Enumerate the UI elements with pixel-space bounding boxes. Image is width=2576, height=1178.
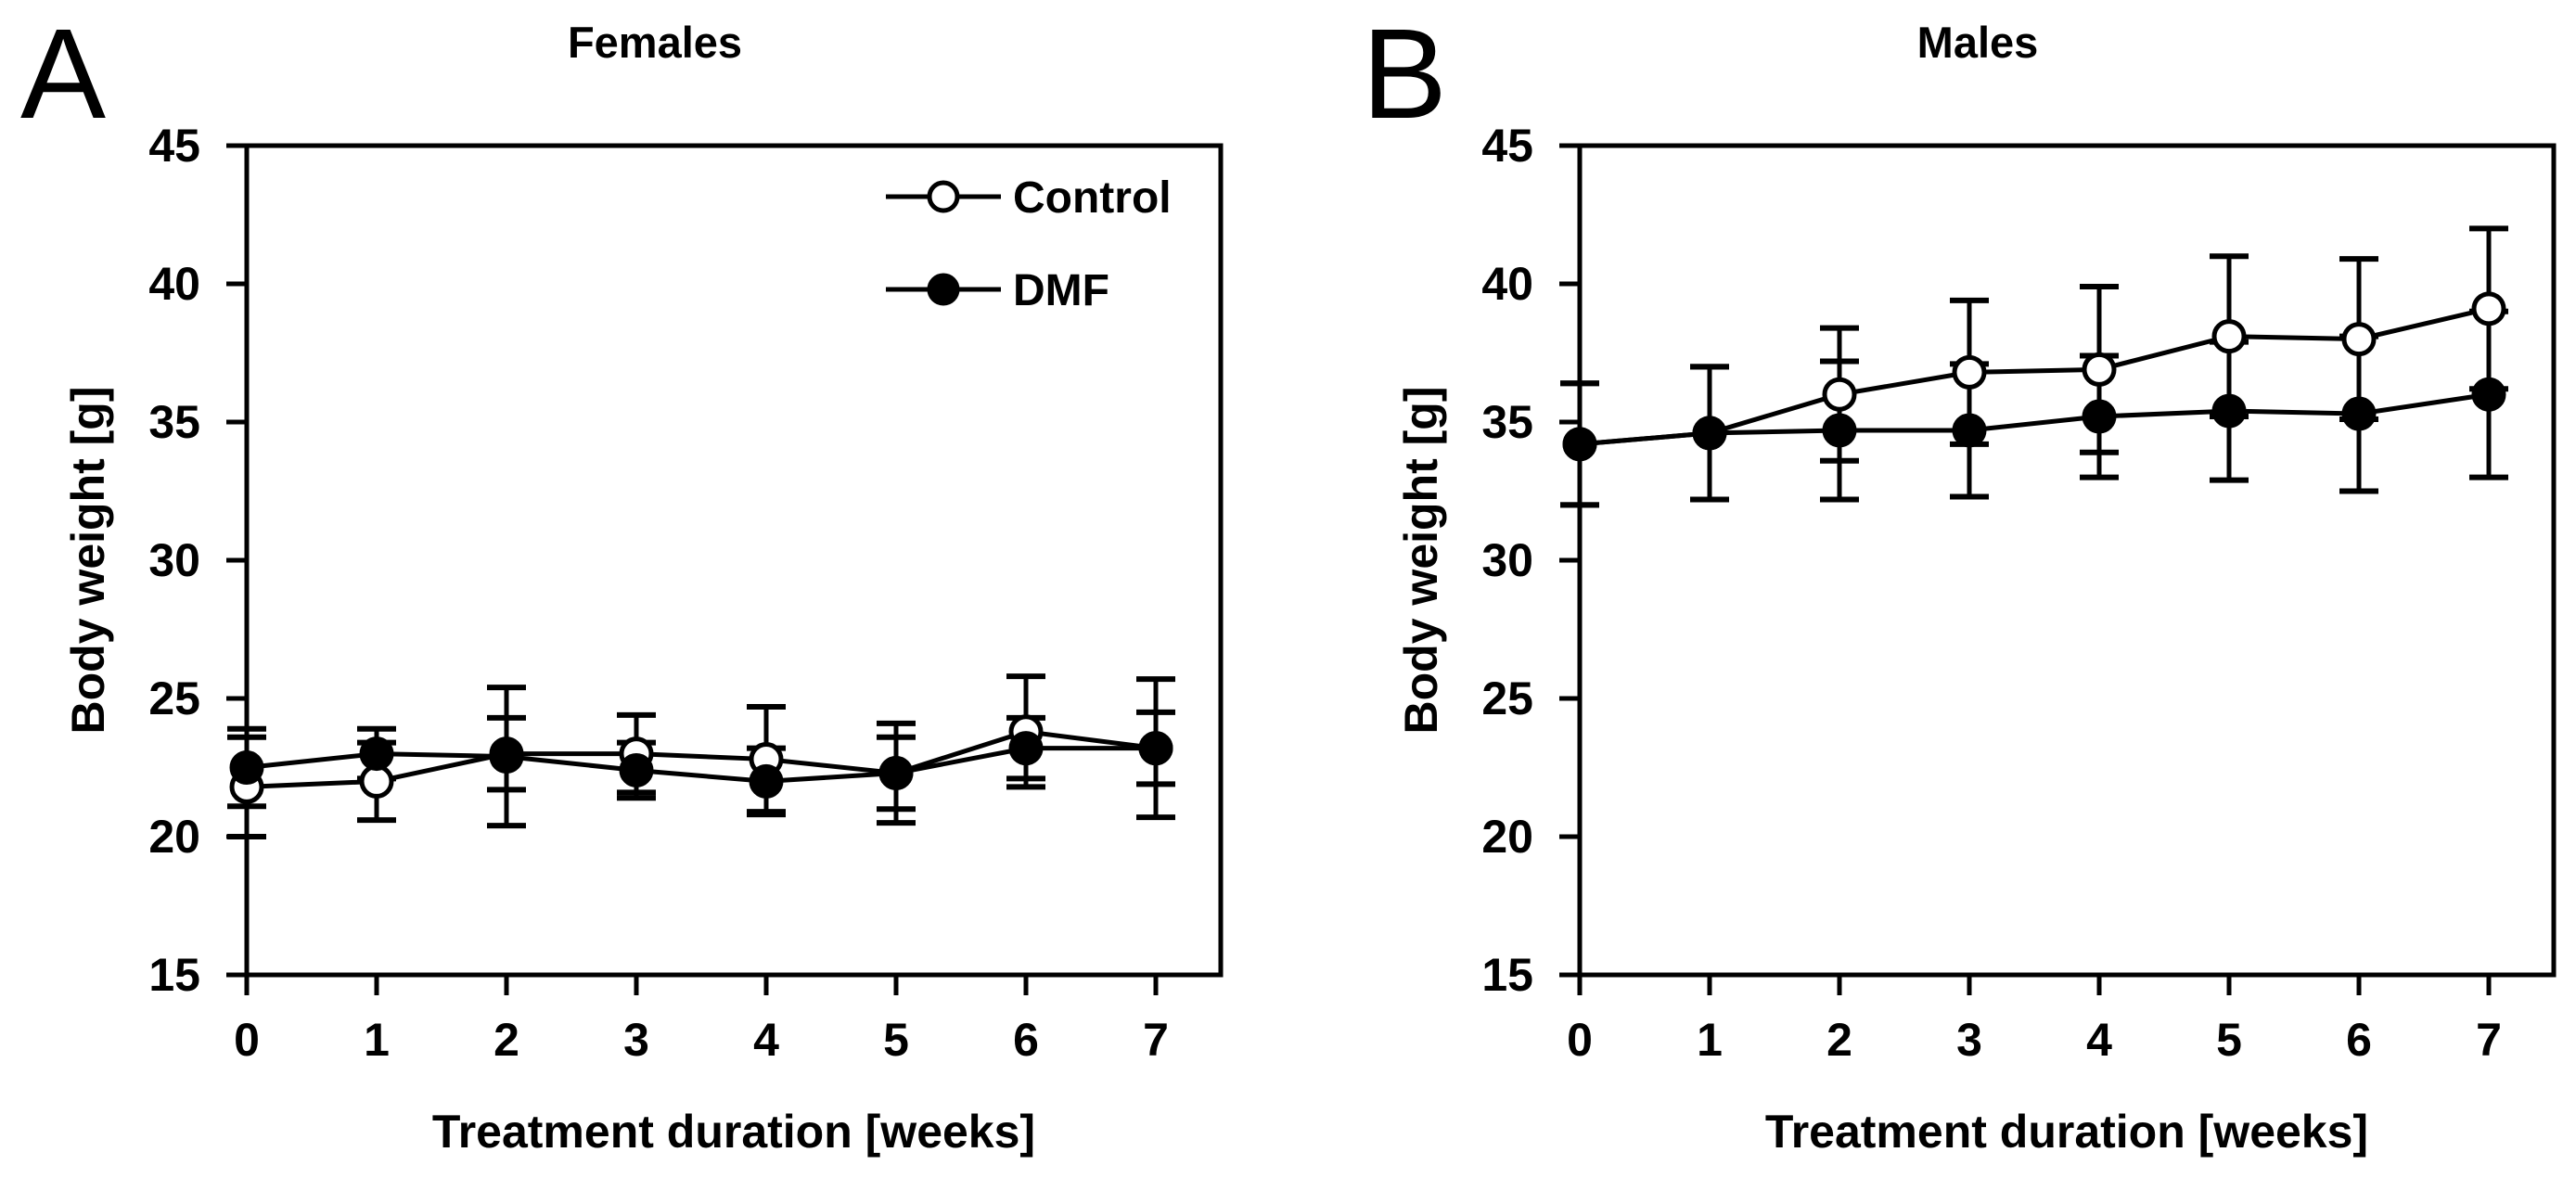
x-tick-label: 7: [1143, 1014, 1169, 1066]
filled-circle-marker: [2471, 377, 2506, 412]
filled-circle-marker: [2341, 396, 2377, 431]
x-tick-label: 6: [2346, 1014, 2372, 1066]
x-tick-label: 1: [1697, 1014, 1723, 1066]
series-control-line: [246, 729, 1157, 789]
open-circle-marker: [1822, 377, 1857, 412]
panel-b-title: Males: [1917, 18, 2039, 67]
y-tick-label: 25: [148, 672, 200, 724]
x-tick-label: 4: [753, 1014, 779, 1066]
x-tick-label: 2: [1826, 1014, 1852, 1066]
legend: Control DMF: [886, 173, 1172, 315]
open-circle-marker: [2341, 322, 2377, 357]
panel-b-letter: B: [1362, 3, 1447, 146]
plot-frame: [1577, 143, 2557, 978]
panel-b-y-axis-title: Body weight [g]: [1395, 387, 1447, 735]
x-tick-label: 0: [234, 1014, 260, 1066]
filled-circle-marker: [229, 750, 264, 785]
y-tick-label: 40: [1481, 258, 1533, 310]
y-tick-label: 35: [148, 396, 200, 448]
filled-circle-marker: [489, 739, 524, 775]
y-tick-label: 20: [1481, 811, 1533, 863]
filled-circle-marker: [1952, 413, 1987, 448]
filled-circle-marker: [359, 736, 394, 772]
panel-a-title: Females: [568, 18, 742, 67]
filled-circle-marker: [1008, 731, 1044, 766]
filled-circle-marker: [1692, 416, 1727, 451]
y-tick-label: 40: [148, 258, 200, 310]
open-circle-marker: [359, 763, 394, 799]
x-tick-label: 5: [2216, 1014, 2242, 1066]
filled-circle-marker: [2211, 393, 2247, 429]
panel-a-y-axis-title: Body weight [g]: [62, 387, 114, 735]
filled-circle-marker: [749, 763, 784, 799]
x-tick-label: 7: [2476, 1014, 2502, 1066]
y-tick-label: 25: [1481, 672, 1533, 724]
series-dmf-line: [246, 746, 1156, 784]
filled-circle-marker-icon: [927, 273, 960, 306]
open-circle-marker: [2471, 291, 2506, 327]
x-tick-label: 0: [1567, 1014, 1593, 1066]
series-dmf-markers: [229, 731, 1173, 799]
filled-circle-marker: [619, 752, 654, 787]
series-control-line: [1579, 306, 2490, 447]
x-tick-label: 4: [2086, 1014, 2112, 1066]
open-circle-marker: [2082, 352, 2117, 387]
x-tick-label: 3: [623, 1014, 649, 1066]
open-circle-marker-icon: [927, 180, 960, 213]
filled-circle-marker: [1138, 731, 1173, 766]
x-tick-label: 2: [493, 1014, 519, 1066]
series-dmf-line: [1579, 391, 2490, 447]
series-dmf-markers: [1562, 377, 2506, 462]
y-tick-label: 15: [1481, 949, 1533, 1001]
x-tick-label: 5: [883, 1014, 909, 1066]
filled-circle-marker: [1562, 427, 1597, 462]
open-circle-marker: [1952, 354, 1987, 390]
filled-circle-marker: [2082, 399, 2117, 434]
panel-a-letter: A: [20, 3, 106, 146]
legend-dmf-label: DMF: [1013, 266, 1109, 315]
y-tick-label: 30: [148, 534, 200, 586]
open-circle-marker: [2211, 319, 2247, 354]
y-tick-label: 45: [148, 120, 200, 172]
y-tick-label: 20: [148, 811, 200, 863]
x-tick-label: 3: [1956, 1014, 1982, 1066]
y-tick-label: 30: [1481, 534, 1533, 586]
panel-b-x-axis-title: Treatment duration [weeks]: [1765, 1106, 2368, 1158]
filled-circle-marker: [1822, 413, 1857, 448]
x-tick-label: 6: [1013, 1014, 1039, 1066]
filled-circle-marker: [878, 755, 914, 790]
x-tick-label: 1: [364, 1014, 390, 1066]
legend-control-label: Control: [1013, 173, 1172, 223]
y-tick-label: 15: [148, 949, 200, 1001]
panel-a-x-axis-title: Treatment duration [weeks]: [432, 1106, 1035, 1158]
legend-item-control: Control: [886, 173, 1172, 223]
y-tick-label: 35: [1481, 396, 1533, 448]
legend-item-dmf: DMF: [886, 266, 1109, 315]
y-tick-label: 45: [1481, 120, 1533, 172]
